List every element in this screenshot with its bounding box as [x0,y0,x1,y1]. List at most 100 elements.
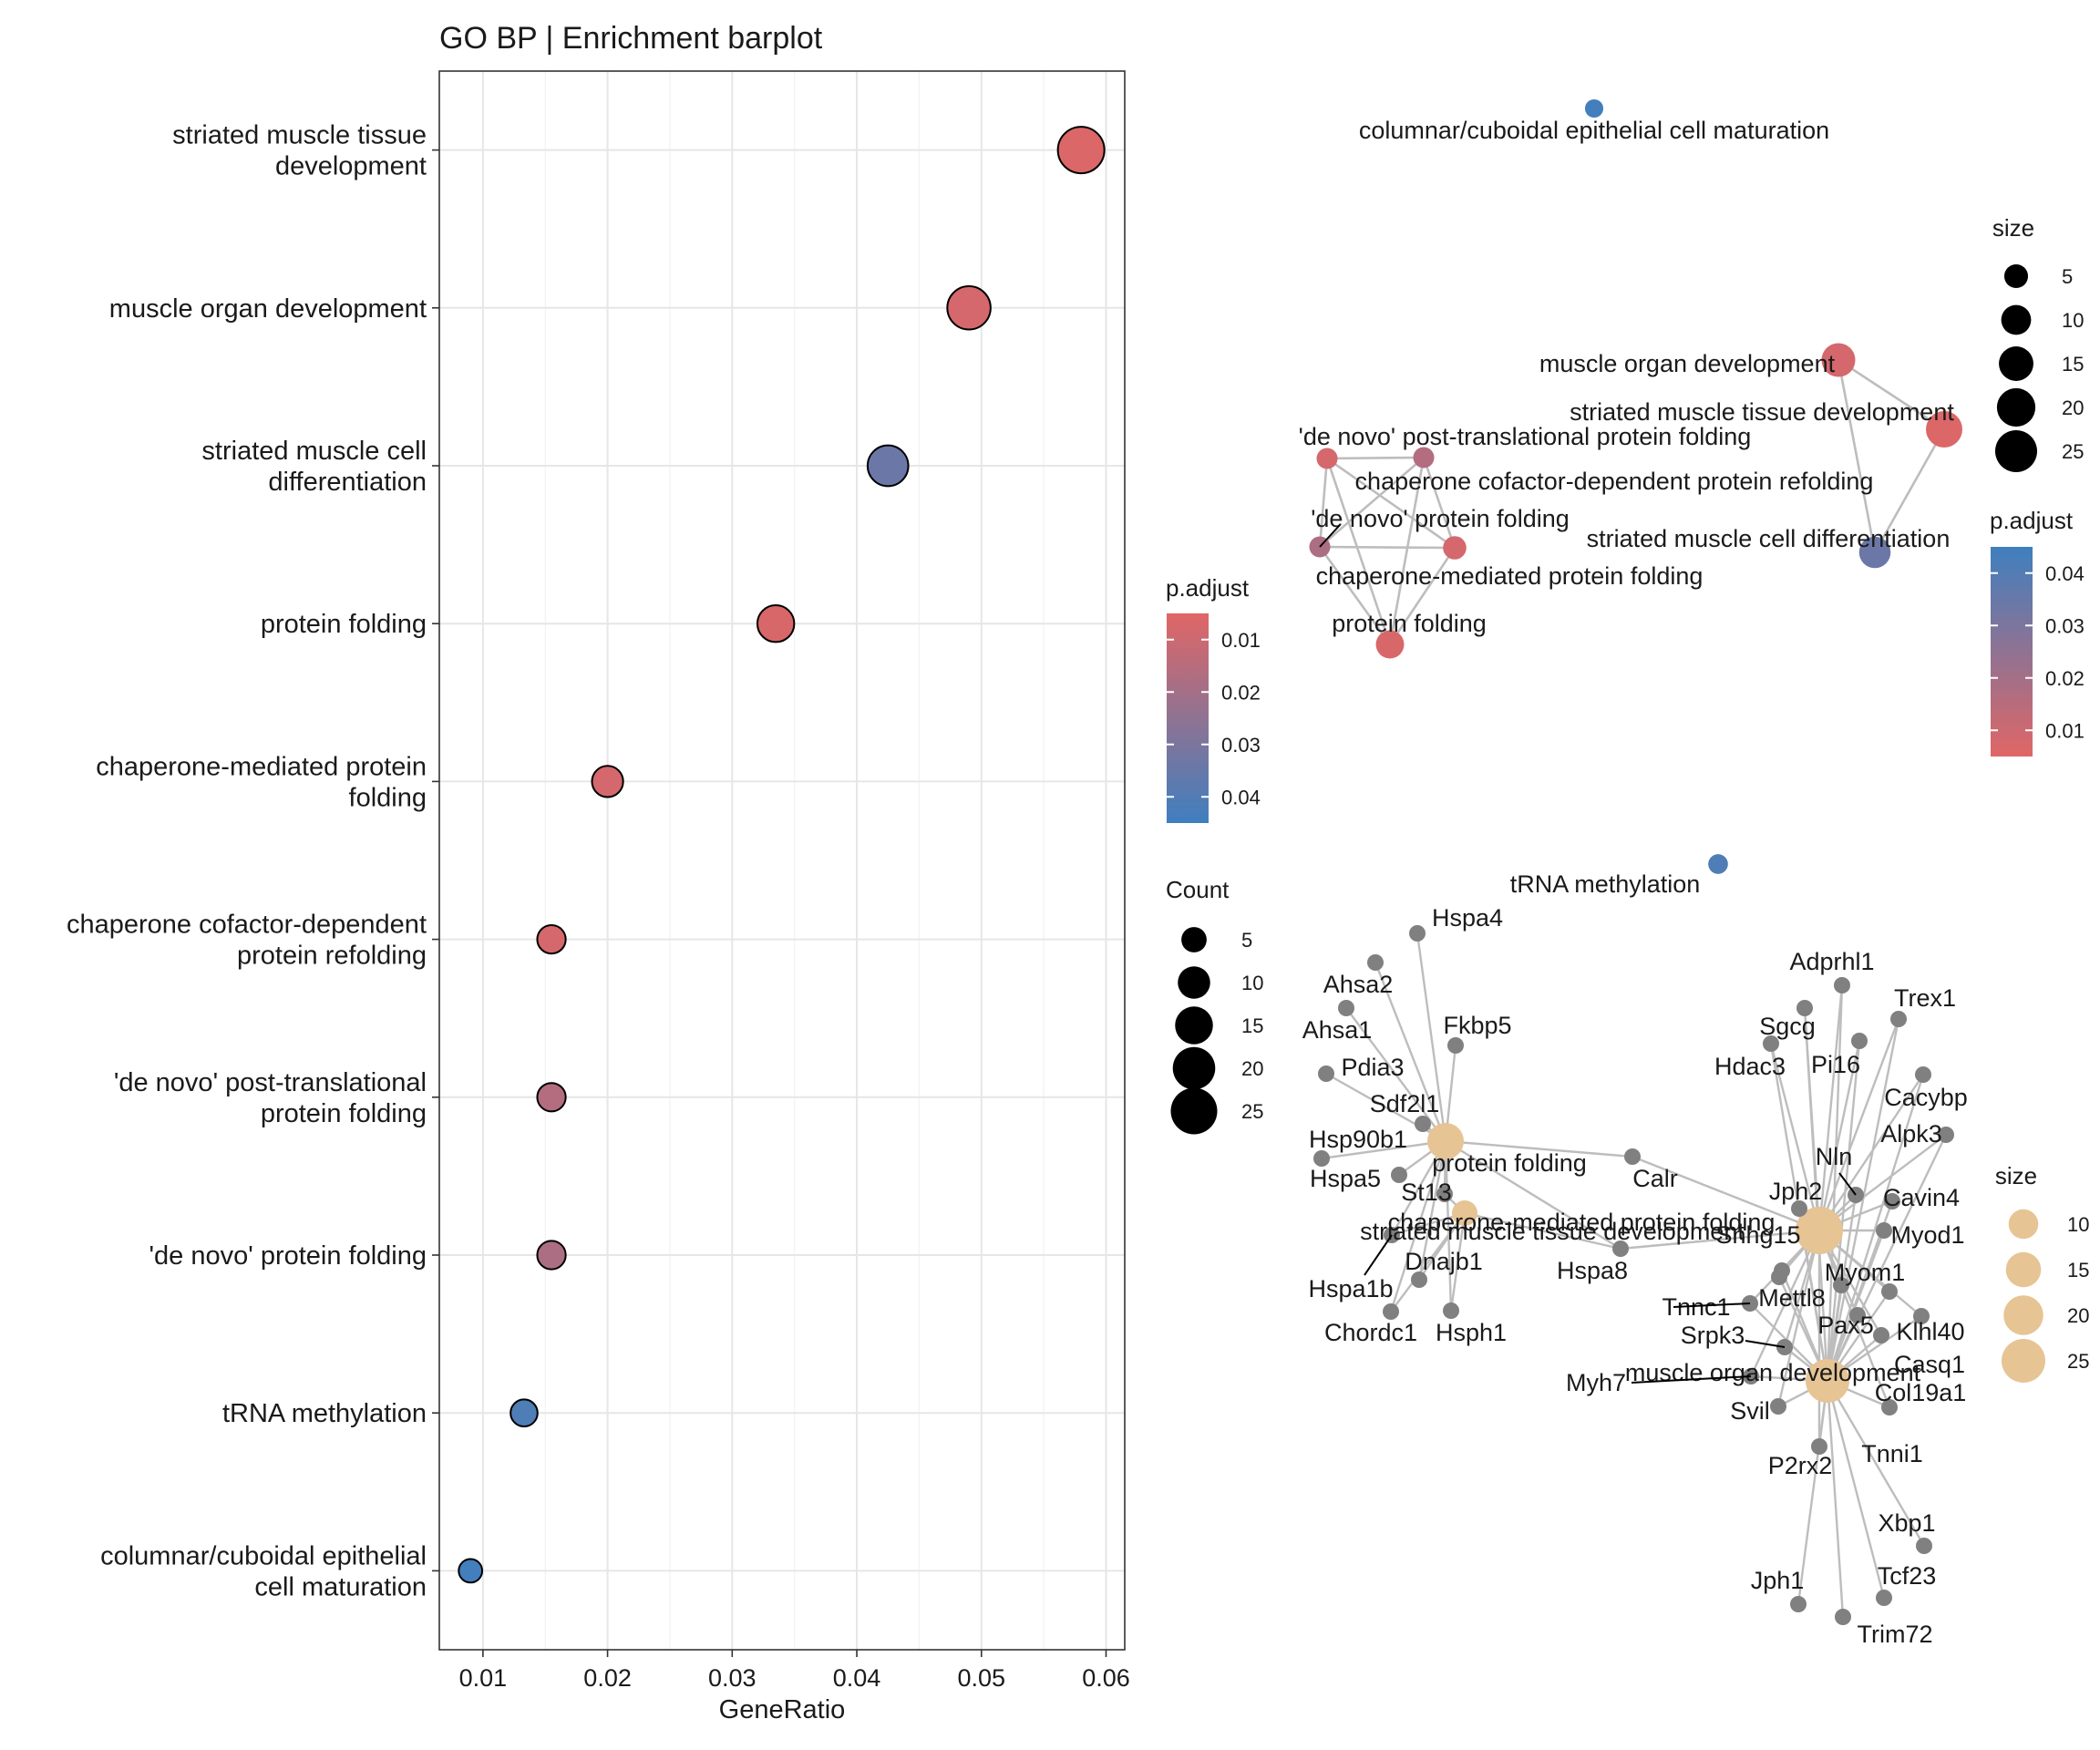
gene-label-srpk3: Srpk3 [1681,1322,1745,1349]
gene-label-chordc1: Chordc1 [1324,1319,1417,1346]
network-size-legend-circle [1996,387,2036,427]
gene-concept-edge [1803,1007,1829,1382]
gene-concept-edge [1445,1139,1633,1158]
dotplot-color-legend: 0.01 0.02 0.03 0.04 [1167,613,1261,823]
gene-label-dnajb1: Dnajb1 [1405,1248,1483,1275]
dotplot-size-legend-circle [1178,966,1210,999]
dotplot-size-legend-label: 15 [1241,1014,1263,1037]
dotplot-color-tick-label: 0.04 [1221,786,1261,808]
gene-concept-edge [1449,1212,1467,1312]
dotplot-y-tick-label: striated muscle cell differentiation [201,437,427,497]
gene-label-leader-line [1364,1234,1393,1276]
gene-label-tnni1: Tnni1 [1861,1440,1923,1467]
gene-node-sdf2l1 [1415,1116,1431,1132]
term-label-striated-muscle-cell-differentiation: striated muscle cell differentiation [1587,525,1951,552]
term-node-protein-folding [1375,630,1405,659]
dotplot-title: GO BP | Enrichment barplot [439,21,823,56]
dotplot-size-legend-circle [1175,1006,1213,1045]
gene-label-leader-line [1838,1172,1857,1196]
gene-node-mettl8 [1771,1269,1787,1285]
term-node-chaperone-mediated-protein-folding [1443,536,1467,560]
gene-concept-edge [1826,1380,1926,1547]
category-label-chaperone-mediated-protein-folding: chaperone-mediated protein folding [1388,1209,1776,1236]
gene-node-xbp1 [1916,1538,1932,1554]
gene-node-jph2 [1791,1200,1807,1217]
term-node-chaperone-cofactor-dependent-protein-refolding [1413,447,1435,468]
dotplot-y-tick-label: chaperone-mediated protein folding [96,752,427,812]
dotplot-size-legend-label: 25 [1241,1100,1263,1123]
gene-node-adprhl1 [1834,977,1850,993]
gene-label-snhg15: Snhg15 [1715,1221,1800,1249]
gene-label-casq1: Casq1 [1894,1351,1965,1378]
gene-concept-edge [1445,1139,1621,1251]
gene-node-alpk3 [1938,1127,1954,1143]
gene-label-leader-line [1745,1340,1786,1348]
gene-label-alpk3: Alpk3 [1880,1120,1942,1148]
term-label-striated-muscle-tissue-development: striated muscle tissue development [1570,398,1954,426]
gene-concept-edge [1776,1230,1821,1407]
gene-label-sdf2l1: Sdf2l1 [1370,1090,1440,1117]
network-color-tick-label: 0.03 [2045,614,2085,637]
category-node-protein-folding [1427,1123,1464,1159]
dotplot-panel: GO BP | Enrichment barplot striated musc… [67,21,1264,1724]
dotplot-x-tick-label: 0.03 [708,1664,757,1692]
gene-label-myh7: Myh7 [1566,1369,1626,1396]
dotplot-point-de-novo-post-translational-protein-folding [536,1082,567,1113]
dotplot-size-legend-circle [1172,1046,1216,1090]
term-network-labels: columnar/cuboidal epithelial cell matura… [1299,117,1955,898]
gene-concept-edge [1826,1230,1886,1382]
network-size-legend-label: 20 [2062,396,2084,419]
gene-concept-edge [1374,962,1447,1142]
gene-node-trex1 [1890,1011,1907,1027]
dotplot-size-legend-title: Count [1166,876,1230,903]
gene-label-hspa1b: Hspa1b [1308,1275,1393,1302]
network-size-legend-label: 25 [2062,440,2084,463]
network-size-legend-circle [1999,346,2033,381]
term-network-nodes [1309,98,1962,874]
dotplot-point-muscle-organ-development [946,285,992,331]
term-label-muscle-organ-development: muscle organ development [1539,350,1836,377]
gene-concept-edge [1632,1155,1820,1232]
term-network-edges [1318,358,1946,645]
category-node-chaperone-mediated-protein-folding [1452,1200,1477,1226]
gene-concept-edge [1389,1140,1447,1312]
dotplot-color-tick-label: 0.02 [1221,681,1261,704]
gene-node-tnni1 [1881,1399,1898,1415]
gene-concept-size-legend-label: 10 [2067,1213,2089,1236]
gene-concept-size-legend-label: 25 [2067,1350,2089,1373]
gene-concept-nodes [1313,925,1954,1625]
gene-node-cacybp [1915,1066,1931,1083]
gene-node-pi16 [1851,1033,1868,1049]
term-label-de-novo-protein-folding: 'de novo' protein folding [1311,505,1570,532]
gene-label-hsph1: Hsph1 [1436,1319,1507,1346]
dotplot-y-tick-label: tRNA methylation [222,1399,427,1428]
gene-concept-edge [1826,1074,1925,1382]
dotplot-x-tick-label: 0.05 [957,1664,1005,1692]
gene-label-svil: Svil [1730,1397,1770,1425]
network-size-legend-label: 5 [2062,265,2073,288]
gene-concept-edge [1749,1230,1821,1377]
term-network-edge [1318,546,1392,645]
dotplot-x-tick-label: 0.01 [459,1664,508,1692]
term-network-edge [1422,457,1457,549]
dotplot-color-tick-label: 0.01 [1221,629,1261,652]
term-label-columnar-cuboidal-epithelial-cell-maturation: columnar/cuboidal epithelial cell matura… [1359,117,1829,144]
dotplot-y-tick-label: columnar/cuboidal epithelial cell maturat… [100,1541,427,1601]
network-size-legend-title: size [1992,214,2034,242]
gene-label-myom1: Myom1 [1825,1259,1906,1286]
gene-concept-edge [1817,984,1844,1231]
dotplot-x-axis-label: GeneRatio [719,1695,846,1724]
gene-label-pdia3: Pdia3 [1341,1054,1404,1081]
dotplot-size-legend-circle [1170,1087,1218,1135]
gene-concept-edge [1826,1380,1886,1599]
gene-node-pax5 [1849,1307,1866,1323]
gene-node-jph1 [1790,1596,1807,1612]
term-label-chaperone-mediated-protein-folding: chaperone-mediated protein folding [1316,562,1704,590]
gene-node-tcf23 [1876,1590,1892,1606]
category-label-protein-folding: protein folding [1432,1149,1587,1177]
dotplot-size-legend-circle [1181,927,1207,952]
term-network-edge [1319,545,1456,550]
gene-label-trex1: Trex1 [1894,984,1956,1012]
gene-label-hspa4: Hspa4 [1432,904,1503,932]
gene-concept-edge [1620,1229,1820,1251]
